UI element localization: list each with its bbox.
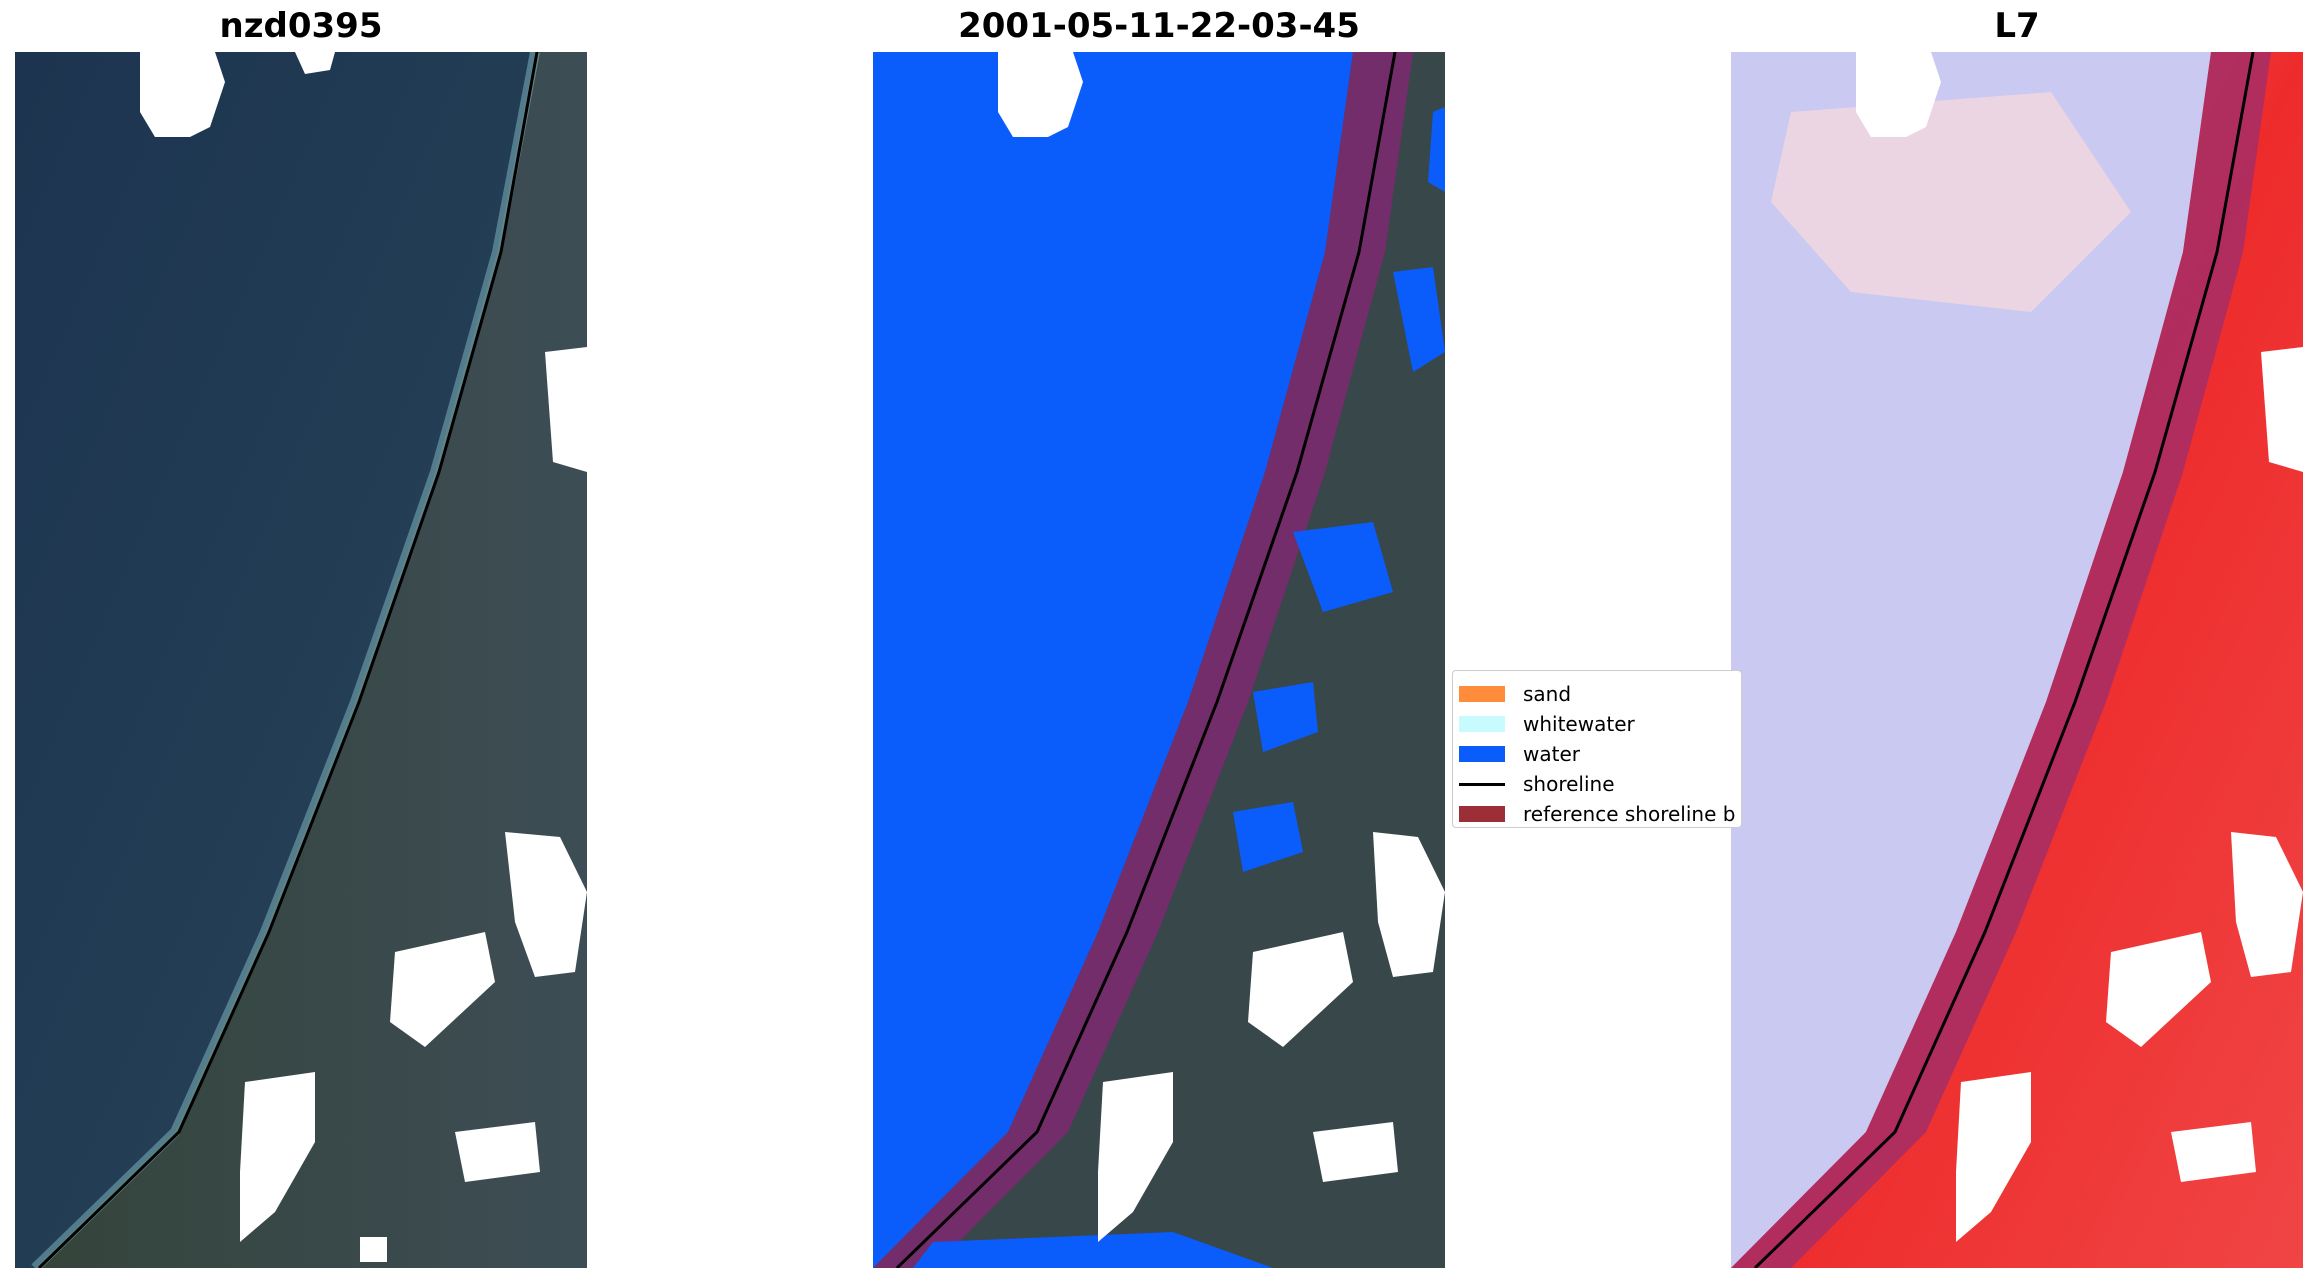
legend-item-sand: sand (1459, 681, 1571, 707)
cloud-mask (1856, 52, 2303, 1242)
water-swatch (1459, 746, 1505, 762)
whitewater-swatch (1459, 716, 1505, 732)
cloud-mask (140, 52, 587, 1262)
legend: sand whitewater water shoreline referenc… (1452, 670, 1742, 828)
shoreline-line (1753, 52, 2255, 1268)
panel-title-rgb: nzd0395 (219, 6, 383, 46)
shoreline-line (895, 52, 1397, 1268)
legend-label: water (1523, 742, 1580, 766)
index-image (1731, 52, 2303, 1268)
classified-image (873, 52, 1445, 1268)
reference-shoreline-buffer (1731, 52, 2271, 1268)
legend-label: sand (1523, 682, 1572, 706)
legend-label: reference shoreline b (1523, 802, 1736, 826)
cloud-mask (998, 52, 1445, 1242)
legend-label: whitewater (1523, 712, 1635, 736)
panel-title-index: L7 (1994, 6, 2040, 46)
legend-item-shoreline: shoreline (1459, 771, 1615, 797)
shoreline-line (37, 52, 539, 1268)
reference-shoreline-buffer (873, 52, 1413, 1268)
inland-water-patches (913, 107, 1445, 1268)
legend-item-reference-shoreline: reference shoreline b (1459, 801, 1735, 827)
rgb-satellite-image (15, 52, 587, 1268)
panel-title-classified: 2001-05-11-22-03-45 (958, 6, 1360, 46)
reference-shoreline-swatch (1459, 806, 1505, 822)
legend-label: shoreline (1523, 772, 1615, 796)
sand-swatch (1459, 686, 1505, 702)
shoreline-swatch (1459, 782, 1505, 786)
legend-item-water: water (1459, 741, 1580, 767)
legend-item-whitewater: whitewater (1459, 711, 1635, 737)
